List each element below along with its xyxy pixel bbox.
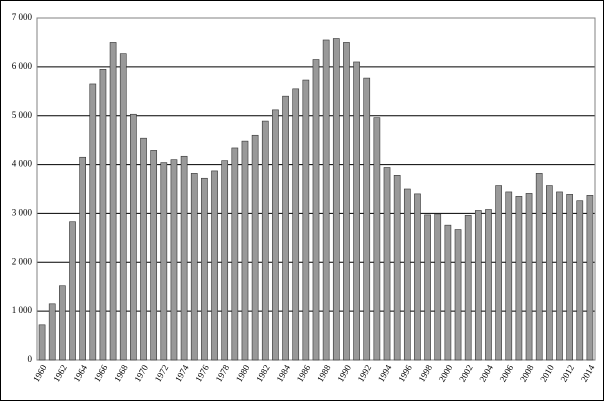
y-tick-label: 3 000 <box>12 207 33 217</box>
y-tick-label: 2 000 <box>12 256 33 266</box>
bar <box>393 175 401 361</box>
bar <box>119 53 127 361</box>
bar <box>454 229 462 361</box>
bar <box>69 221 76 361</box>
bar <box>251 134 259 361</box>
bar <box>99 69 107 361</box>
bar <box>261 120 269 361</box>
bar <box>525 193 533 361</box>
bar <box>474 210 482 361</box>
bar <box>505 191 513 361</box>
bar <box>424 214 431 361</box>
bar <box>241 140 249 361</box>
bar <box>201 177 208 361</box>
bar <box>292 88 300 361</box>
bar <box>79 156 86 361</box>
bar <box>109 42 117 361</box>
bar <box>414 193 421 361</box>
bar <box>160 162 168 361</box>
bar <box>130 113 137 361</box>
y-tick-label: 5 000 <box>12 110 33 120</box>
bar <box>231 147 239 361</box>
bar <box>586 195 594 361</box>
bar <box>48 303 56 361</box>
bar <box>485 209 492 361</box>
y-tick-label: 7 000 <box>12 12 33 22</box>
bar <box>150 150 158 361</box>
y-tick-label: 4 000 <box>12 159 33 169</box>
bar <box>363 77 371 361</box>
bar <box>546 185 553 361</box>
bar <box>515 196 523 361</box>
bar <box>434 213 442 361</box>
bar <box>38 324 46 361</box>
bar <box>343 42 350 361</box>
bar <box>535 173 543 361</box>
bar <box>180 155 188 361</box>
bar <box>211 170 218 361</box>
bar <box>322 39 330 361</box>
bar <box>190 173 198 361</box>
bar <box>383 167 391 361</box>
bar <box>332 38 340 361</box>
bar <box>373 117 381 361</box>
bar <box>272 109 279 361</box>
bar <box>221 160 229 361</box>
bar <box>495 185 502 361</box>
bar <box>282 95 289 361</box>
bar <box>403 188 411 361</box>
bar <box>556 191 563 361</box>
y-tick-label: 6 000 <box>12 61 33 71</box>
bar <box>312 59 320 361</box>
bar <box>170 159 178 361</box>
bar <box>566 194 573 361</box>
y-tick-label: 1 000 <box>12 305 33 315</box>
bar <box>353 61 360 361</box>
bar <box>89 83 97 361</box>
bar <box>576 200 584 361</box>
bar <box>444 224 452 361</box>
bar <box>302 79 310 361</box>
bar <box>140 137 147 361</box>
bar <box>464 215 472 361</box>
bar <box>59 285 66 361</box>
y-tick-label: 0 <box>28 354 33 364</box>
